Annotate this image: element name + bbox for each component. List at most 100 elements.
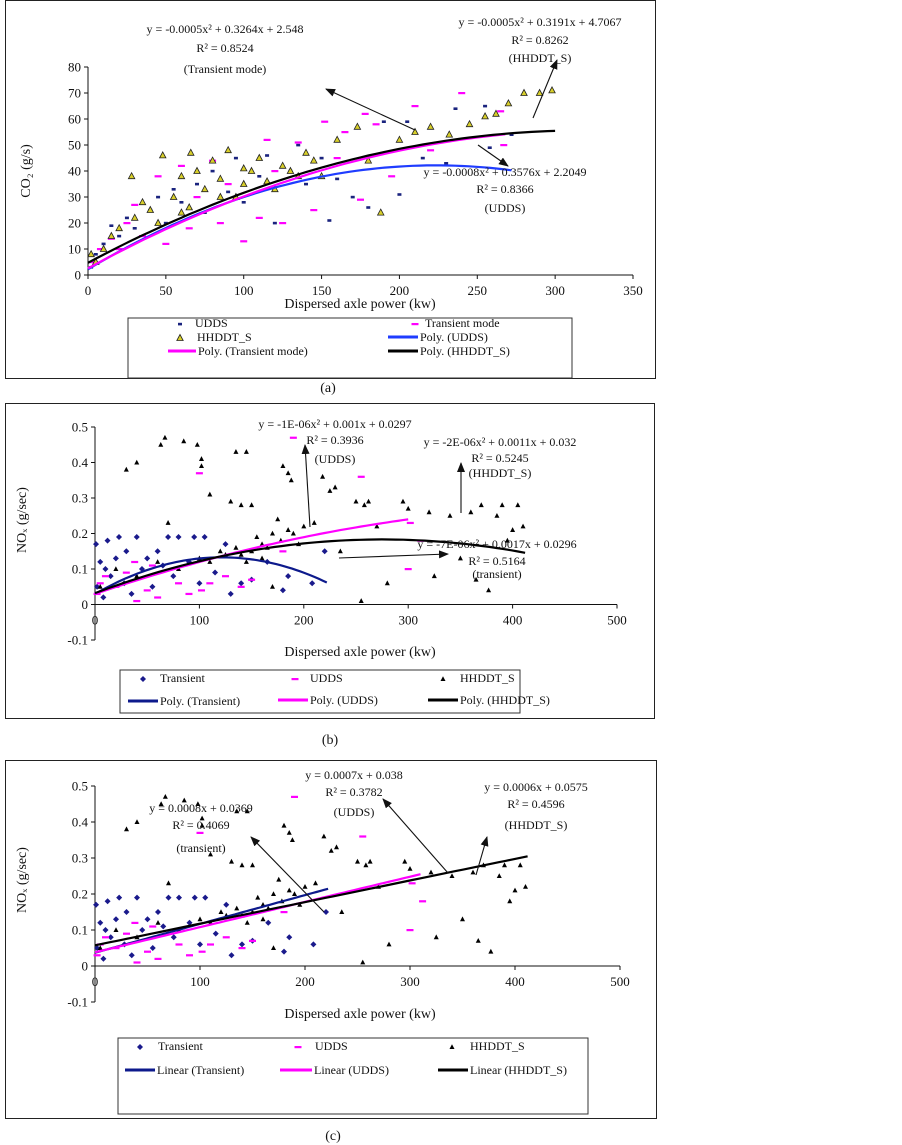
data-point-hhddt-s: [158, 441, 164, 447]
trendline-linear-udds-: [94, 873, 421, 954]
legend-marker: [140, 676, 146, 682]
data-point-hhddt-s: [138, 197, 147, 206]
trendline-equation: y = -0.0005x² + 0.3264x + 2.548: [147, 22, 304, 36]
data-point-hhddt-s: [447, 512, 453, 518]
data-point-udds: [149, 925, 157, 928]
trendline-linear-hhddt-s-: [94, 855, 528, 947]
data-point-hhddt-s: [353, 122, 362, 130]
annotation-arrow: [477, 144, 509, 167]
y-tick-label: 0.1: [72, 923, 88, 938]
data-point-hhddt-s: [488, 948, 494, 954]
data-point-transient-mode: [255, 216, 263, 219]
x-axis-label: Dispersed axle power (kw): [284, 645, 436, 660]
data-point-hhddt-s: [313, 880, 318, 886]
legend-label: Linear (HHDDT_S): [470, 1063, 567, 1077]
data-point-udds: [509, 133, 514, 136]
data-point-hhddt-s: [334, 844, 339, 850]
data-point-udds: [350, 195, 355, 199]
y-tick-label: 0.5: [72, 420, 88, 435]
data-point-hhddt-s: [507, 898, 513, 904]
x-tick-label: 100: [190, 974, 210, 989]
data-point-udds: [279, 550, 287, 553]
trendline-r-squared: R² = 0.8366: [476, 182, 533, 196]
data-point-udds: [175, 582, 183, 585]
data-point-udds: [133, 599, 141, 603]
annotation-arrow: [250, 836, 325, 913]
data-point-hhddt-s: [275, 516, 281, 522]
x-axis-label: Dispersed axle power (kw): [284, 297, 436, 312]
data-point-transient: [186, 919, 193, 926]
legend-marker: [178, 322, 182, 326]
trendline-equation: y = -0.0008x² + 0.3576x + 2.2049: [424, 165, 587, 179]
data-point-udds: [249, 939, 256, 942]
data-point-transient: [93, 901, 100, 908]
y-tick-label: 70: [68, 86, 81, 101]
data-point-hhddt-s: [271, 891, 276, 896]
data-point-transient: [104, 898, 111, 905]
data-point-transient: [310, 941, 317, 948]
data-point-hhddt-s: [113, 566, 119, 571]
data-point-hhddt-s: [460, 916, 465, 922]
data-point-hhddt-s: [457, 555, 463, 561]
data-point-transient: [202, 894, 209, 901]
x-tick-label: 0: [92, 974, 99, 989]
data-point-transient: [239, 941, 245, 948]
data-point-hhddt-s: [208, 851, 213, 857]
data-point-hhddt-s: [217, 548, 223, 554]
data-point-hhddt-s: [199, 822, 205, 828]
data-point-hhddt-s: [234, 905, 240, 911]
figure-caption: (c): [325, 1129, 341, 1144]
legend-box: [119, 669, 521, 714]
data-point-hhddt-s: [181, 438, 187, 444]
data-point-hhddt-s: [285, 527, 291, 532]
trendline-equation: y = -0.0005x² + 0.3191x + 4.7067: [459, 15, 622, 29]
data-point-transient: [286, 934, 293, 941]
data-point-transient: [212, 569, 219, 576]
data-point-hhddt-s: [228, 498, 234, 504]
data-point-hhddt-s: [520, 88, 528, 96]
data-point-hhddt-s: [259, 555, 265, 561]
data-point-hhddt-s: [87, 249, 95, 258]
data-point-transient: [281, 948, 287, 955]
data-point-hhddt-s: [238, 552, 244, 557]
data-point-transient-mode: [271, 170, 279, 173]
trendline-tag: (UDDS): [485, 201, 526, 215]
data-point-hhddt-s: [486, 587, 492, 593]
data-point-hhddt-s: [468, 509, 474, 515]
data-point-hhddt-s: [302, 148, 310, 156]
data-point-transient-mode: [411, 105, 419, 108]
data-point-transient: [149, 583, 156, 590]
y-tick-label: 0.5: [72, 779, 88, 794]
data-point-hhddt-s: [367, 858, 373, 864]
data-point-hhddt-s: [154, 218, 162, 226]
data-point-transient: [265, 919, 272, 926]
data-point-hhddt-s: [200, 184, 209, 193]
data-point-hhddt-s: [400, 498, 406, 504]
data-point-udds: [265, 154, 270, 157]
data-point-udds: [132, 227, 137, 230]
data-point-transient: [160, 923, 167, 930]
data-point-hhddt-s: [520, 523, 526, 529]
trendline-r-squared: R² = 0.5245: [471, 451, 528, 465]
trendline-poly-hhddt-s-: [87, 129, 556, 264]
x-tick-label: 400: [505, 974, 525, 989]
data-point-hhddt-s: [239, 862, 245, 868]
data-point-hhddt-s: [254, 534, 260, 540]
data-point-transient-mode: [388, 175, 396, 178]
data-point-transient-mode: [177, 164, 185, 167]
data-point-hhddt-s: [355, 858, 360, 864]
data-point-hhddt-s: [504, 537, 510, 543]
data-point-hhddt-s: [517, 862, 523, 868]
trendline-tag: (transient): [176, 841, 225, 855]
data-point-transient: [97, 558, 104, 565]
legend-box: [117, 1037, 589, 1115]
x-tick-label: 50: [159, 283, 172, 298]
data-point-udds: [381, 120, 386, 123]
data-point-udds: [483, 104, 488, 108]
data-point-udds: [144, 950, 151, 953]
data-point-hhddt-s: [233, 544, 239, 550]
annotation-arrow: [325, 88, 416, 131]
data-point-hhddt-s: [216, 174, 225, 182]
data-point-hhddt-s: [492, 109, 500, 117]
data-point-hhddt-s: [218, 909, 224, 914]
